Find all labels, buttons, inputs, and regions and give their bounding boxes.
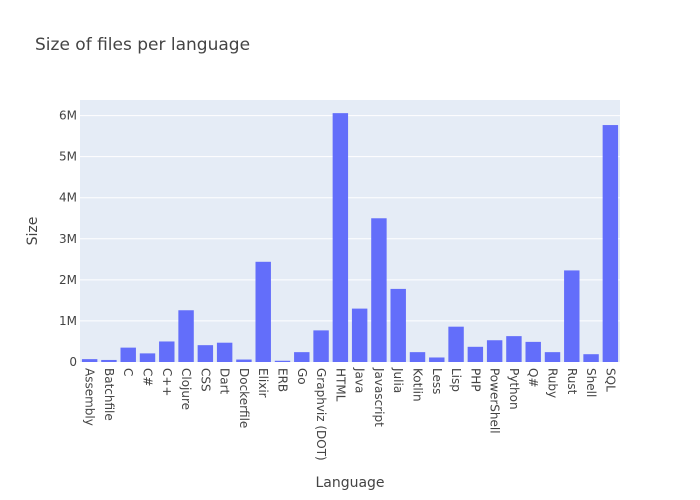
y-tick-label-3: 3M (59, 232, 77, 246)
bar-julia[interactable] (390, 288, 406, 362)
x-tick-label-sql: SQL (603, 368, 617, 392)
bar-javascript[interactable] (371, 218, 387, 362)
bar-c[interactable] (120, 347, 136, 362)
plot-area (80, 100, 620, 362)
x-tick-label-javascript: Javascript (372, 367, 386, 427)
gridlines (80, 115, 620, 322)
bar-java[interactable] (351, 308, 368, 362)
x-tick-label-python: Python (507, 368, 521, 410)
x-tick-label-elixir: Elixir (256, 368, 270, 398)
bar-powershell[interactable] (486, 340, 503, 362)
y-tick-label-4: 4M (59, 191, 77, 205)
x-tick-label-php: PHP (468, 368, 482, 392)
x-tick-label-julia: Julia (391, 367, 405, 393)
bar-go[interactable] (294, 352, 310, 362)
x-tick-label-html: HTML (333, 368, 347, 402)
bar-php[interactable] (467, 346, 484, 362)
x-axis-ticks: Assembly Batchfile C C# C++ Clojure CSS Dart Doc… (83, 367, 618, 461)
bar-q-[interactable] (525, 341, 541, 362)
x-tick-label-kotlin: Kotlin (411, 368, 425, 402)
x-tick-label-powershell: PowerShell (488, 368, 502, 434)
bar-lisp[interactable] (448, 326, 464, 362)
y-tick-label-2: 2M (59, 273, 77, 287)
x-axis-title: Language (315, 475, 384, 491)
bar-sql[interactable] (602, 125, 619, 362)
x-tick-label-go: Go (295, 368, 309, 385)
x-tick-label-lisp: Lisp (449, 368, 463, 392)
chart-title: Size of files per language (35, 35, 250, 55)
x-tick-label-css: CSS (198, 368, 212, 392)
x-tick-label-c-: C++ (160, 368, 174, 397)
x-tick-label-c-: C# (141, 368, 155, 386)
bars (81, 113, 619, 362)
bar-css[interactable] (197, 345, 214, 362)
x-tick-label-graphviz-dot-: Graphviz (DOT) (314, 368, 328, 461)
x-tick-label-clojure: Clojure (179, 368, 193, 410)
bar-html[interactable] (332, 113, 349, 362)
bar-erb[interactable] (274, 360, 291, 362)
x-tick-label-dart: Dart (218, 368, 232, 395)
bar-kotlin[interactable] (409, 352, 426, 362)
bar-ruby[interactable] (544, 352, 561, 362)
x-tick-label-dockerfile: Dockerfile (237, 368, 251, 428)
bar-dart[interactable] (216, 342, 233, 362)
bar-assembly[interactable] (81, 359, 98, 362)
bar-less[interactable] (429, 357, 445, 362)
x-tick-label-ruby: Ruby (546, 368, 560, 398)
bar-graphviz-dot-[interactable] (313, 330, 329, 362)
x-tick-label-batchfile: Batchfile (102, 368, 116, 421)
x-tick-label-shell: Shell (584, 368, 598, 397)
bar-dockerfile[interactable] (236, 359, 252, 362)
x-tick-label-erb: ERB (276, 368, 290, 392)
y-tick-label-6: 6M (59, 109, 77, 123)
bar-c-[interactable] (139, 353, 156, 362)
x-tick-label-less: Less (430, 368, 444, 394)
bar-elixir[interactable] (255, 261, 271, 362)
y-tick-label-1: 1M (59, 314, 77, 328)
bar-shell[interactable] (583, 354, 599, 362)
y-tick-label-0: 0 (69, 355, 77, 369)
y-axis-ticks: 0 1M 2M 3M 4M 5M 6M (59, 109, 77, 369)
x-tick-label-q-: Q# (526, 368, 540, 388)
bar-python[interactable] (506, 336, 522, 362)
bar-clojure[interactable] (178, 310, 194, 362)
bar-c-[interactable] (159, 341, 175, 362)
x-tick-label-java: Java (353, 367, 367, 393)
x-tick-label-rust: Rust (565, 368, 579, 395)
y-axis-title: Size (25, 217, 41, 246)
x-tick-label-assembly: Assembly (83, 368, 97, 426)
bar-rust[interactable] (564, 270, 580, 362)
y-tick-label-5: 5M (59, 150, 77, 164)
bar-batchfile[interactable] (101, 359, 117, 362)
x-tick-label-c: C (121, 368, 135, 376)
